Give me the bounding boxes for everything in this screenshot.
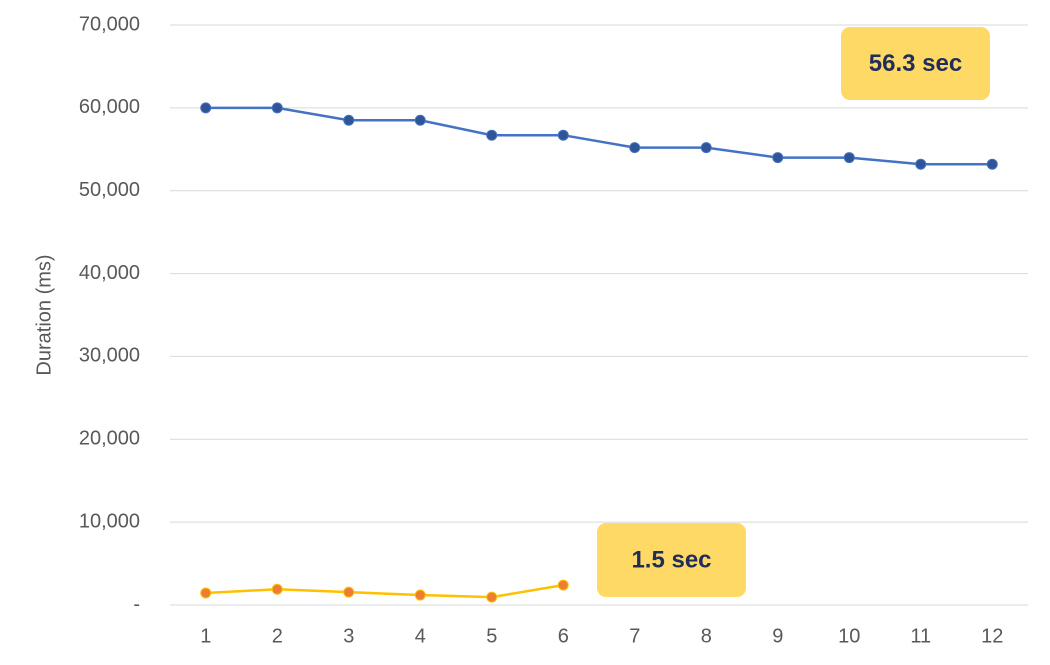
marker [700, 142, 712, 154]
x-tick-label: 11 [910, 625, 931, 647]
marker [629, 142, 641, 154]
series-line [205, 106, 993, 166]
x-tick-label: 10 [838, 625, 860, 647]
marker [843, 152, 855, 164]
x-tick-label: 12 [981, 625, 1003, 647]
marker [486, 591, 498, 603]
y-tick-label: 20,000 [79, 428, 140, 450]
y-tick-label: 10,000 [79, 510, 140, 532]
x-tick-label: 2 [272, 625, 283, 647]
y-tick-label: 60,000 [79, 96, 140, 118]
annotation-text: 56.3 sec [869, 50, 962, 77]
annotation-box [841, 27, 990, 100]
x-tick-label: 5 [486, 625, 497, 647]
series-line [205, 583, 564, 599]
annotation-box [597, 523, 746, 597]
marker [915, 158, 927, 170]
marker [557, 579, 569, 591]
marker [557, 129, 569, 141]
marker [200, 102, 212, 114]
marker [271, 583, 283, 595]
y-tick-label: 50,000 [79, 179, 140, 201]
y-tick-label: 40,000 [79, 262, 140, 284]
y-tick-label: 70,000 [79, 13, 140, 35]
marker [200, 587, 212, 599]
marker [271, 102, 283, 114]
marker [986, 158, 998, 170]
marker [414, 589, 426, 601]
x-tick-label: 3 [343, 625, 354, 647]
y-axis-label: Duration (ms) [33, 254, 55, 375]
marker [772, 152, 784, 164]
marker [343, 114, 355, 126]
x-tick-label: 1 [200, 625, 211, 647]
marker [343, 586, 355, 598]
x-tick-label: 6 [558, 625, 569, 647]
x-tick-label: 8 [701, 625, 712, 647]
y-tick-label: 30,000 [79, 345, 140, 367]
x-tick-label: 4 [415, 625, 426, 647]
y-tick-label: - [133, 593, 140, 615]
x-tick-label: 9 [772, 625, 783, 647]
marker [486, 129, 498, 141]
x-tick-label: 7 [629, 625, 640, 647]
annotation-text: 1.5 sec [631, 546, 711, 573]
marker [414, 114, 426, 126]
